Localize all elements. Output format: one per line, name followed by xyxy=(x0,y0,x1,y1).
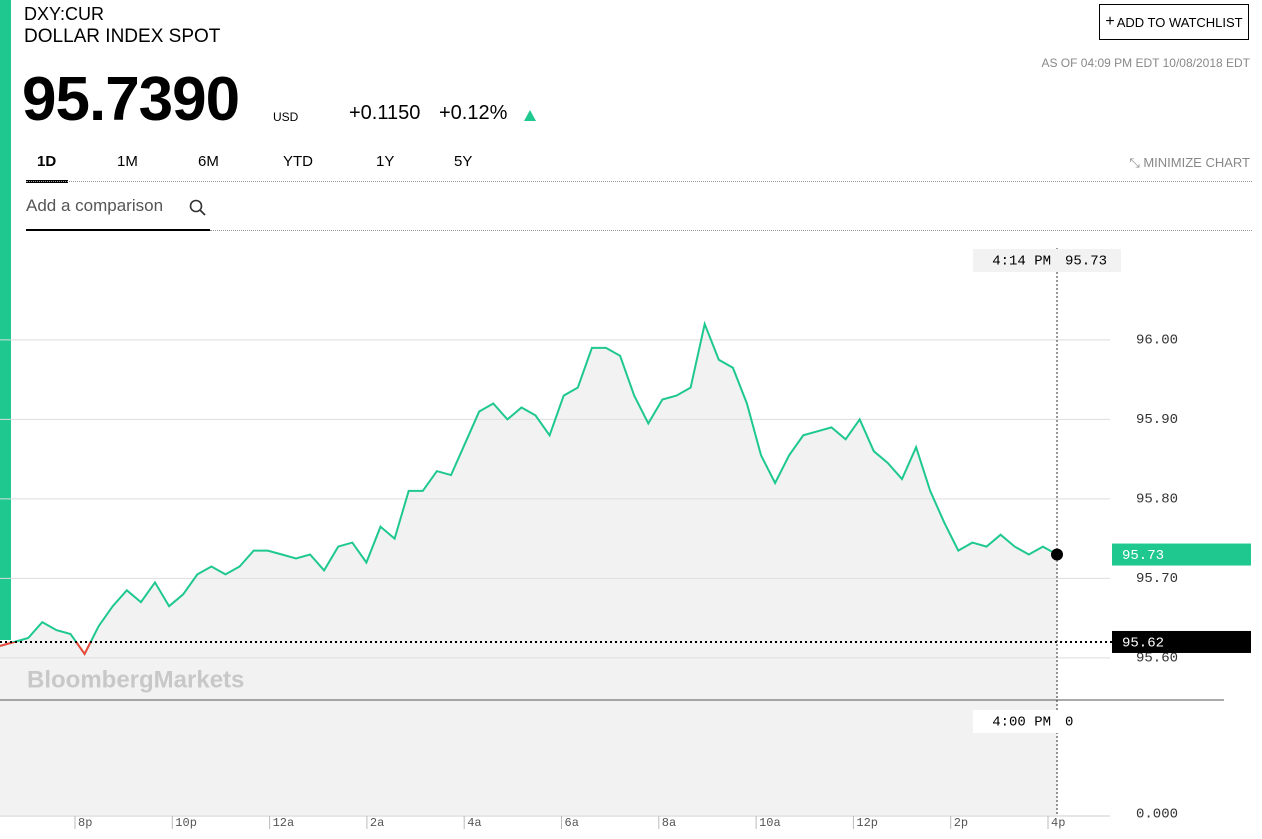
currency: USD xyxy=(273,110,299,124)
divider xyxy=(210,230,1252,231)
accent-bar xyxy=(0,0,11,640)
previous-close-tag xyxy=(1112,630,1251,653)
x-tick-label: 10a xyxy=(759,816,781,830)
x-tick-label: 6a xyxy=(565,816,579,830)
range-tab[interactable]: YTD xyxy=(283,153,313,170)
previous-close-label: 95.62 xyxy=(1122,636,1164,652)
watchlist-label: ADD TO WATCHLIST xyxy=(1116,14,1243,30)
last-price-label: 95.73 xyxy=(1122,548,1164,564)
x-tick-label: 4p xyxy=(1051,816,1065,830)
x-tick-label: 10p xyxy=(175,816,197,830)
y-tick-label: 95.80 xyxy=(1136,492,1178,508)
volume-time: 4:00 PM xyxy=(992,715,1051,731)
watchlist-button[interactable]: + ADD TO WATCHLIST xyxy=(1099,4,1249,40)
last-price-tag xyxy=(1112,543,1251,566)
x-tick-label: 12p xyxy=(856,816,878,830)
divider xyxy=(26,181,1252,182)
y-tick-label: 95.60 xyxy=(1136,651,1178,667)
watermark: BloombergMarkets xyxy=(27,666,244,693)
cursor-box xyxy=(973,249,1121,272)
volume-panel xyxy=(0,700,1057,815)
y-tick-label: 96.00 xyxy=(1136,333,1178,349)
comparison-input[interactable]: Add a comparison xyxy=(26,196,210,231)
volume-tick-label: 0.000 xyxy=(1136,807,1178,823)
search-icon xyxy=(189,199,206,216)
volume-box xyxy=(973,710,1081,733)
range-tab[interactable]: 1D xyxy=(37,153,57,170)
minimize-chart[interactable]: ⤡ MINIMIZE CHART xyxy=(1129,155,1250,170)
volume-value: 0 xyxy=(1065,715,1073,731)
price-area xyxy=(0,324,1057,700)
y-tick-label: 95.90 xyxy=(1136,412,1178,428)
as-of: AS OF 04:09 PM EDT 10/08/2018 EDT xyxy=(1041,56,1250,70)
cursor-value: 95.73 xyxy=(1065,254,1107,270)
up-arrow xyxy=(524,110,536,121)
range-tab[interactable]: 6M xyxy=(198,153,219,170)
symbol: DXY:CUR xyxy=(24,4,105,24)
price: 95.7390 xyxy=(22,65,240,134)
y-tick-label: 95.70 xyxy=(1136,571,1178,587)
x-tick-label: 8a xyxy=(662,816,676,830)
x-tick-label: 2p xyxy=(954,816,968,830)
range-tab[interactable]: 1M xyxy=(117,153,138,170)
range-tab[interactable]: 5Y xyxy=(454,153,473,170)
instrument-name: DOLLAR INDEX SPOT xyxy=(24,26,221,47)
x-tick-label: 2a xyxy=(370,816,384,830)
minimize-label: MINIMIZE CHART xyxy=(1143,155,1250,170)
comparison-placeholder: Add a comparison xyxy=(26,196,164,215)
x-tick-label: 4a xyxy=(467,816,481,830)
range-tab[interactable]: 1Y xyxy=(376,153,395,170)
cursor-time: 4:14 PM xyxy=(992,254,1051,270)
change-pct: +0.12% xyxy=(439,102,508,124)
x-tick-label: 8p xyxy=(78,816,92,830)
x-tick-label: 12a xyxy=(273,816,295,830)
cursor-dot xyxy=(1051,548,1063,561)
price-line xyxy=(0,320,1058,656)
change: +0.1150 xyxy=(349,102,421,124)
